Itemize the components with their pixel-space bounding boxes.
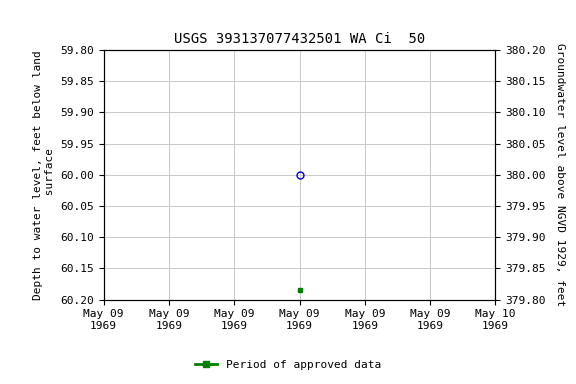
Y-axis label: Groundwater level above NGVD 1929, feet: Groundwater level above NGVD 1929, feet: [555, 43, 565, 306]
Y-axis label: Depth to water level, feet below land
 surface: Depth to water level, feet below land su…: [33, 50, 55, 300]
Title: USGS 393137077432501 WA Ci  50: USGS 393137077432501 WA Ci 50: [174, 32, 425, 46]
Legend: Period of approved data: Period of approved data: [191, 356, 385, 375]
